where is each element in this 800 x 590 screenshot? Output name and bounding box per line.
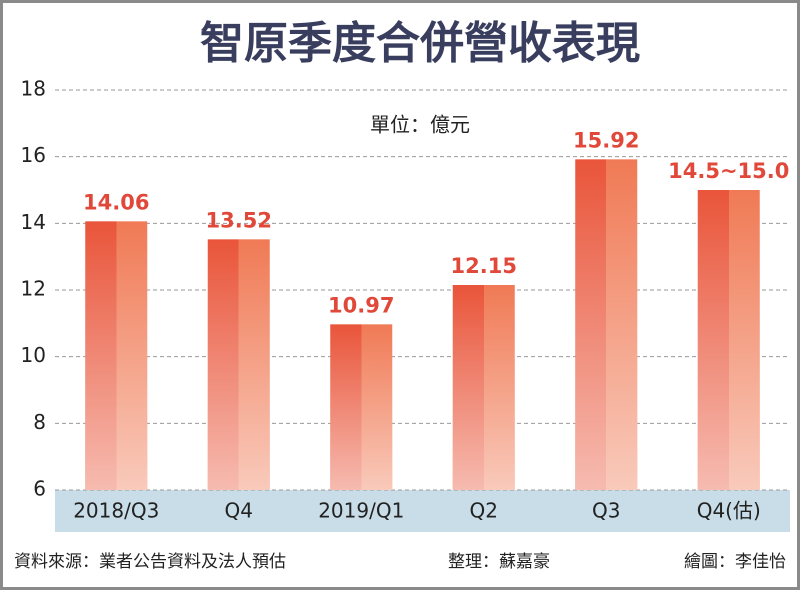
graphics-note: 繪圖：李佳怡: [684, 552, 786, 572]
bar-shade: [697, 190, 760, 490]
bar-shade: [575, 159, 638, 491]
bar-shade: [330, 324, 393, 490]
bar-shade: [207, 239, 270, 490]
y-tick-label: 18: [21, 77, 46, 101]
x-tick-label: 2019/Q1: [318, 499, 404, 523]
bar-shade: [452, 285, 515, 490]
x-tick-label: 2018/Q3: [73, 499, 159, 523]
value-label: 14.5~15.0: [668, 159, 789, 183]
value-label: 10.97: [328, 293, 394, 317]
category-band: [55, 490, 790, 532]
editor-note: 整理：蘇嘉豪: [448, 551, 550, 572]
x-tick-label: Q3: [592, 499, 620, 523]
bar-shade: [85, 221, 148, 491]
y-tick-label: 14: [21, 210, 46, 234]
y-tick-label: 8: [33, 410, 46, 434]
x-tick-label: Q2: [470, 499, 498, 523]
chart-title: 智原季度合併營收表現: [200, 18, 640, 69]
unit-note: 單位：億元: [370, 113, 470, 137]
x-tick-label: Q4(估): [697, 499, 761, 523]
source-note: 資料來源：業者公告資料及法人預估: [14, 552, 286, 572]
value-label: 12.15: [451, 254, 517, 278]
value-label: 15.92: [573, 128, 639, 152]
y-tick-label: 16: [21, 143, 46, 167]
value-label: 14.06: [83, 190, 149, 214]
y-tick-label: 10: [21, 343, 46, 367]
value-label: 13.52: [206, 208, 272, 232]
y-tick-label: 6: [33, 477, 46, 501]
x-tick-label: Q4: [225, 499, 253, 523]
y-tick-label: 12: [21, 277, 46, 301]
